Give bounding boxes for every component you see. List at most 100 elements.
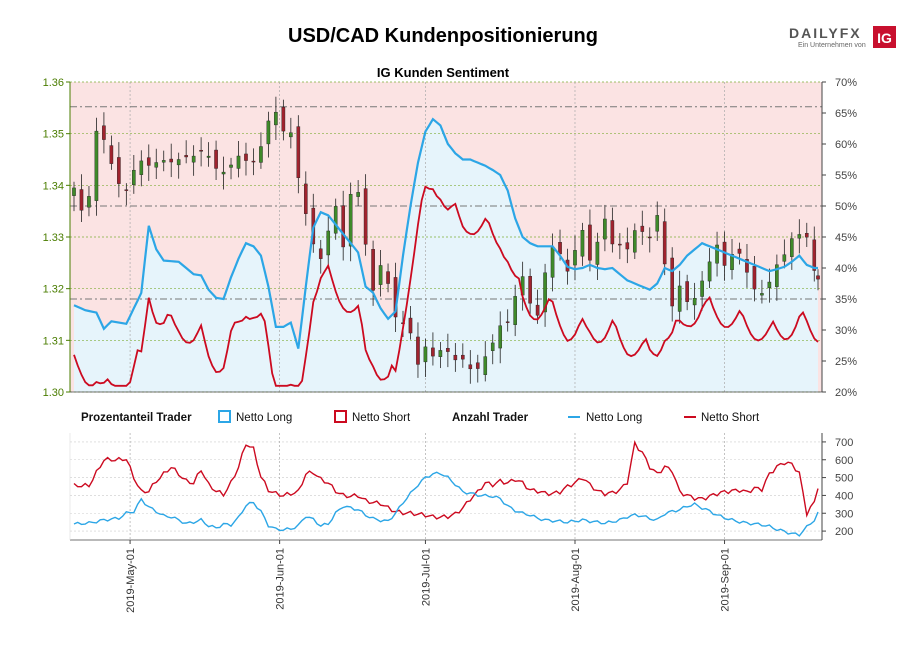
candle-body: [461, 354, 465, 360]
candle-body: [146, 157, 151, 166]
candle-body: [72, 187, 76, 196]
legend-count-title: Anzahl Trader: [452, 412, 529, 424]
candle-body: [124, 189, 129, 191]
legend-percent-title: Prozentanteil Trader: [81, 412, 192, 424]
candle-body: [236, 155, 241, 169]
candle-body: [812, 239, 817, 271]
candle-body: [378, 265, 383, 285]
candle-body: [102, 125, 106, 140]
ig-badge: [873, 26, 896, 48]
candle-body: [797, 234, 802, 239]
candle-body: [221, 171, 226, 175]
legend-percent-long-label: Netto Long: [236, 412, 292, 424]
candle-body: [662, 221, 667, 265]
candle-body: [633, 230, 637, 253]
legend-percent-long-swatch: [218, 410, 231, 423]
legend-percent-short-label: Netto Short: [352, 412, 411, 424]
count-long-line: [73, 471, 819, 537]
candle-body: [169, 158, 174, 163]
candle-body: [737, 248, 742, 254]
percent-tick-label: 50%: [835, 201, 857, 213]
price-tick-label: 1.33: [43, 232, 64, 244]
candle-body: [431, 347, 435, 357]
price-tick-label: 1.34: [43, 180, 64, 192]
legend-count-long-label: Netto Long: [586, 412, 642, 424]
candle-body: [229, 164, 233, 168]
candle-body: [348, 194, 353, 247]
candle-body: [782, 254, 787, 262]
candle-body: [251, 160, 256, 163]
candle-body: [176, 159, 181, 166]
date-label: 2019-Sep-01: [720, 548, 732, 612]
logo-tagline: Ein Unternehmen von: [798, 42, 866, 49]
candle-body: [206, 155, 211, 158]
main-plot-axes: 1.30 1.31 1.32 1.33 1.34 1.35 1.36 20% 25% 30% 35%…: [43, 77, 858, 399]
candle-body: [498, 325, 503, 349]
candle-body: [408, 317, 413, 334]
candle-body: [132, 169, 136, 185]
candle-body: [475, 362, 480, 369]
date-label: 2019-Aug-01: [570, 548, 582, 612]
count-tick-label: 500: [835, 473, 853, 485]
candle-body: [610, 220, 615, 245]
candle-body: [595, 241, 600, 265]
date-label: 2019-Jul-01: [420, 548, 432, 606]
candle-body: [655, 215, 660, 232]
count-tick-label: 600: [835, 455, 853, 467]
percent-tick-label: 55%: [835, 170, 857, 182]
candle-body: [558, 242, 562, 255]
candle-body: [670, 257, 674, 307]
candle-body: [296, 126, 301, 178]
candle-body: [94, 130, 99, 201]
date-label: 2019-Jun-01: [275, 548, 287, 610]
price-tick-label: 1.32: [43, 284, 64, 296]
legend-count-short-label: Netto Short: [701, 412, 760, 424]
candle-body: [535, 304, 540, 316]
candle-body: [573, 250, 577, 266]
candle-body: [416, 336, 420, 365]
candle-body: [363, 188, 368, 245]
count-tick-label: 400: [835, 490, 853, 502]
candle-body: [326, 230, 331, 256]
dailyfx-logo: DAILYFX Ein Unternehmen von IG: [789, 25, 896, 49]
candle-body: [274, 111, 278, 126]
candle-body: [707, 261, 712, 282]
candle-body: [816, 275, 820, 280]
candle-body: [483, 356, 488, 375]
candle-body: [700, 280, 704, 297]
candle-body: [715, 244, 719, 264]
candle-body: [139, 160, 144, 175]
ig-badge-text: IG: [877, 30, 892, 46]
candle-body: [199, 149, 203, 152]
candle-body: [677, 285, 682, 312]
candle-body: [685, 281, 689, 302]
candle-body: [603, 218, 607, 240]
candle-body: [505, 321, 510, 323]
candle-body: [692, 298, 697, 306]
candle-body: [438, 350, 443, 357]
candle-body: [281, 106, 286, 132]
chart-title: USD/CAD Kundenpositionierung: [288, 25, 598, 47]
candle-body: [79, 189, 84, 211]
candle-body: [214, 149, 218, 169]
percent-tick-label: 70%: [835, 77, 857, 89]
price-tick-label: 1.36: [43, 77, 64, 89]
candle-body: [490, 342, 495, 351]
candle-body: [318, 248, 323, 259]
percent-tick-label: 60%: [835, 139, 857, 151]
percent-tick-label: 35%: [835, 294, 857, 306]
percent-tick-label: 25%: [835, 356, 857, 368]
candle-body: [730, 254, 734, 270]
candle-body: [191, 155, 196, 163]
count-tick-label: 200: [835, 526, 853, 538]
long-area-fill: [74, 119, 818, 392]
candle-body: [341, 205, 345, 248]
candle-body: [760, 293, 764, 296]
candle-body: [640, 225, 645, 232]
candle-body: [790, 238, 794, 257]
main-plot-reference-lines: [70, 106, 822, 300]
candle-body: [468, 364, 473, 370]
candle-body: [625, 242, 630, 250]
candle-body: [550, 247, 555, 278]
